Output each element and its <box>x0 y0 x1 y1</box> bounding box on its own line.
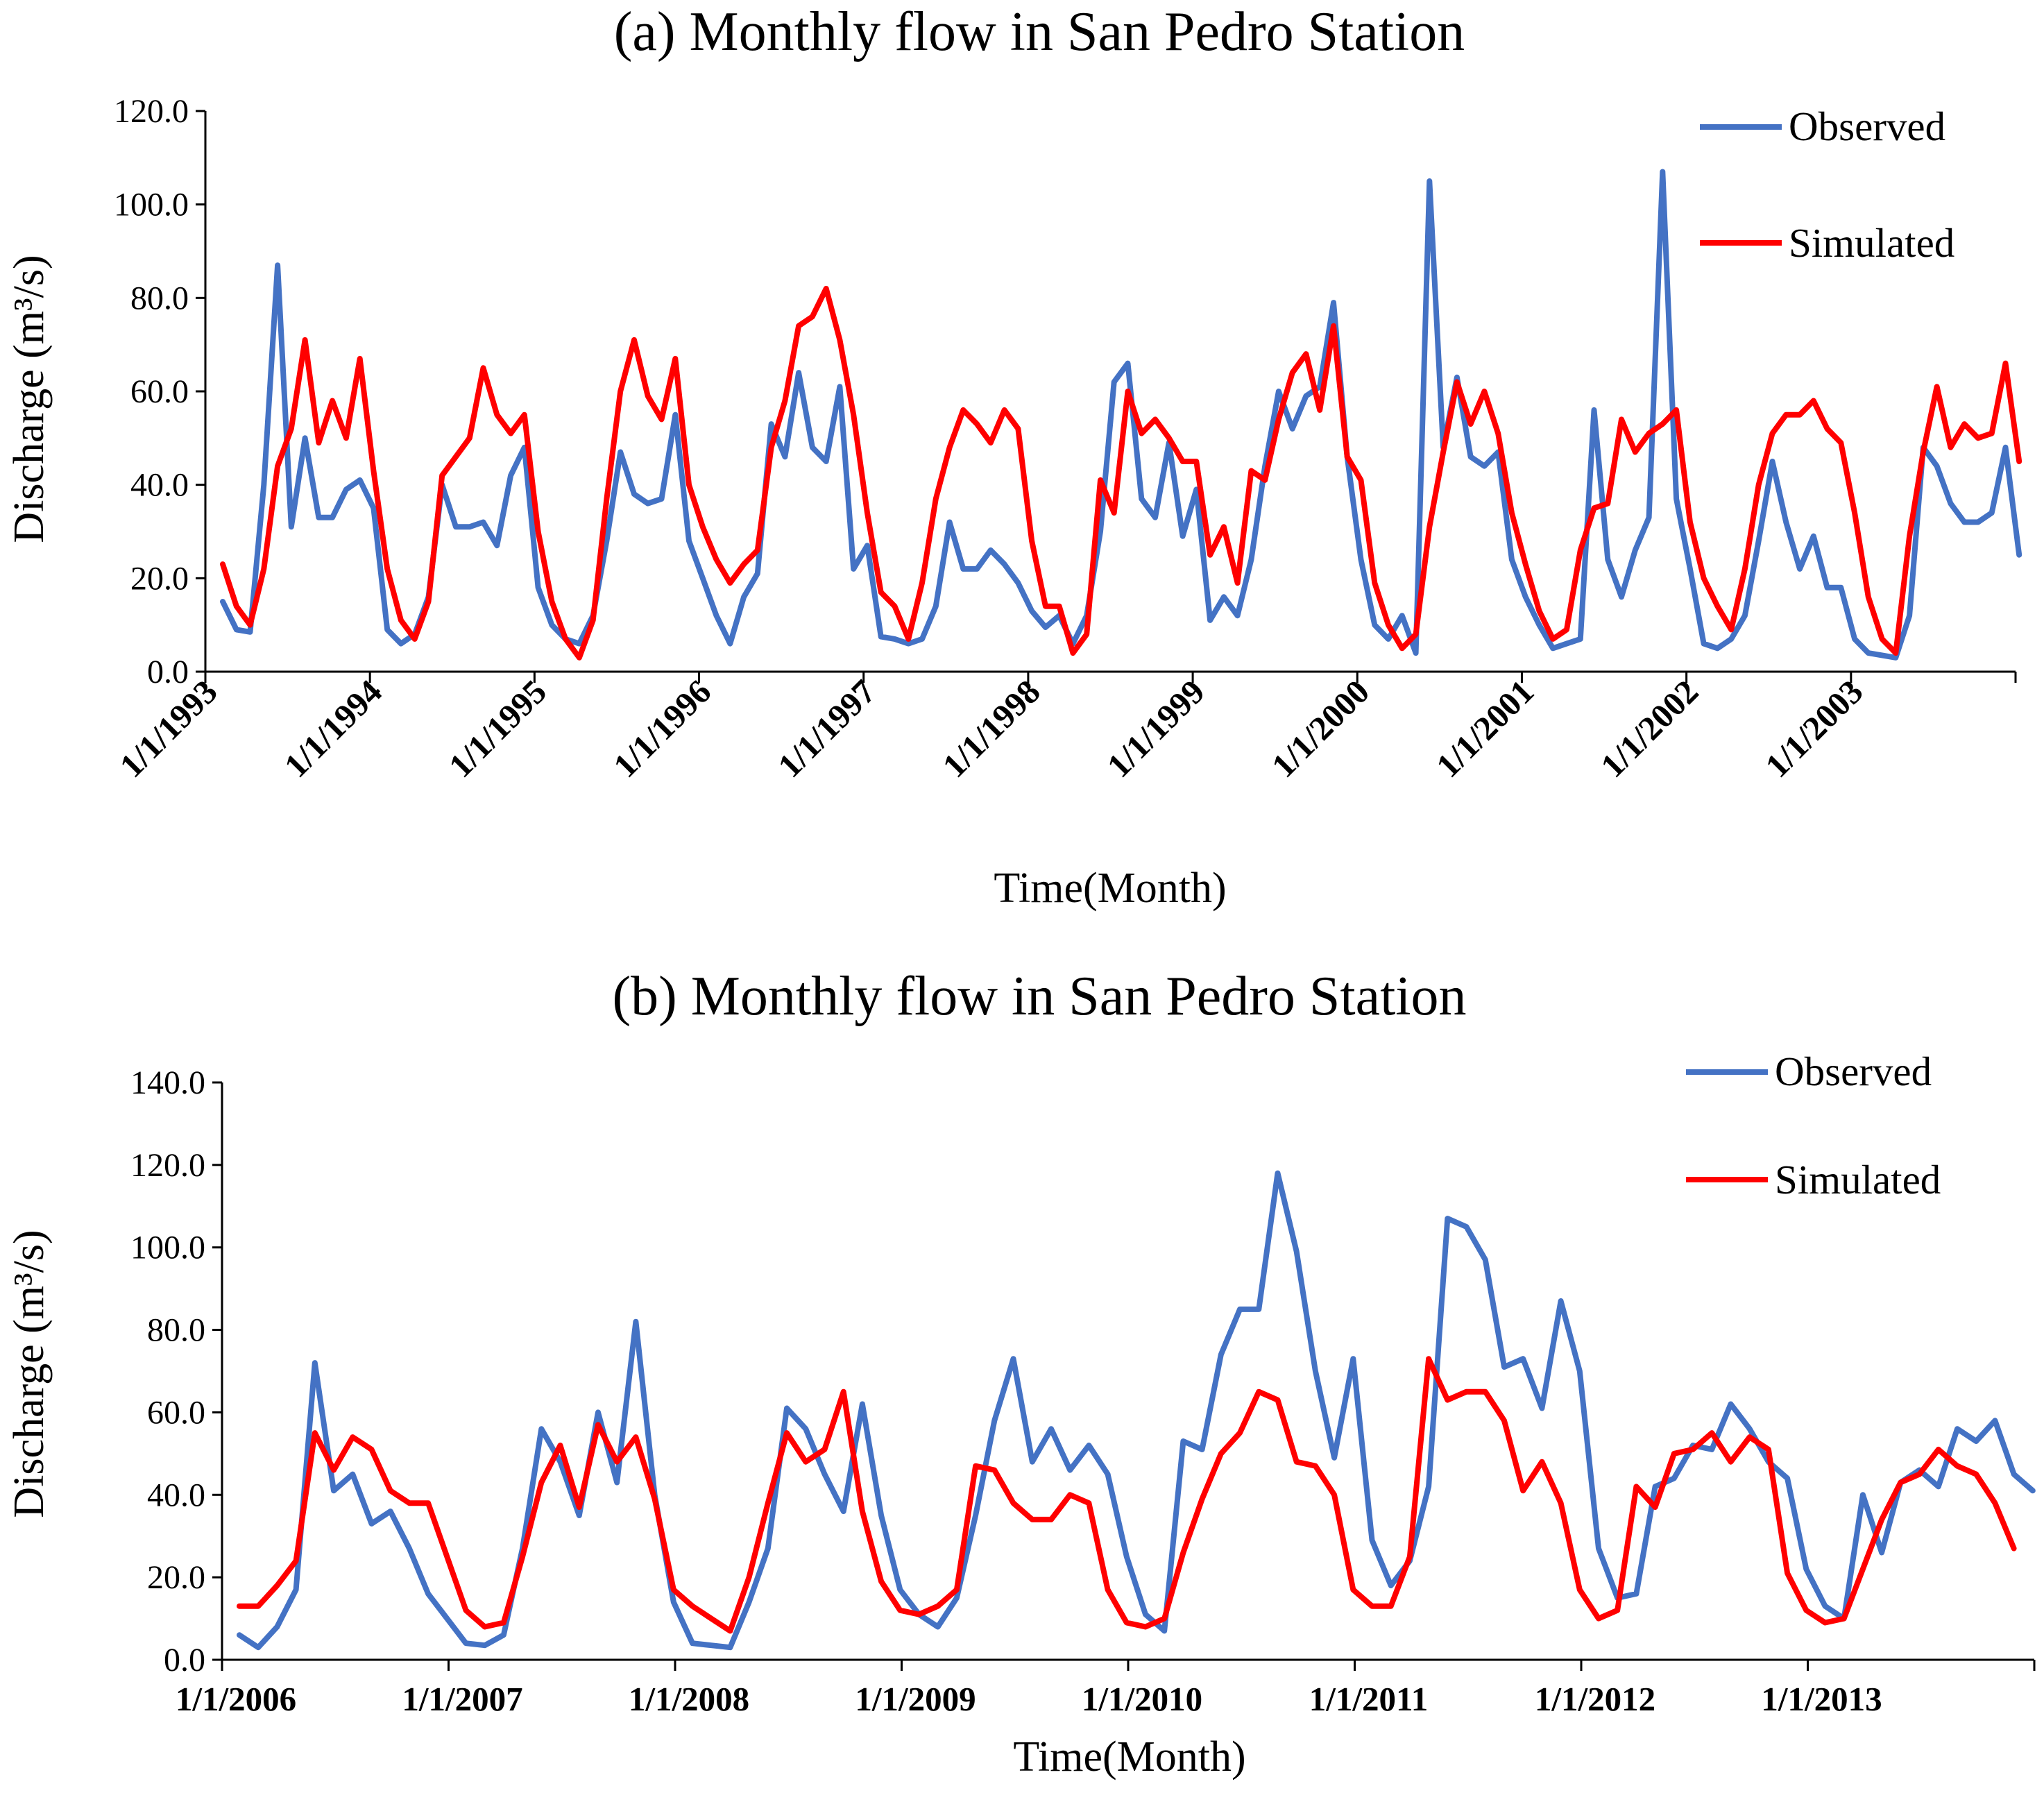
chart-a-x-tick-label: 1/1/1994 <box>277 672 389 785</box>
chart-a-y-axis-label: Discharge (m³/s) <box>6 255 53 543</box>
chart-b-x-axis-label: Time(Month) <box>1013 1733 1245 1781</box>
chart-a-x-axis-label: Time(Month) <box>994 865 1226 912</box>
chart-a-x-tick-label: 1/1/2001 <box>1429 672 1541 785</box>
chart-b-x-tick-label: 1/1/2012 <box>1535 1680 1655 1718</box>
chart-a-title: (a) Monthly flow in San Pedro Station <box>614 1 1465 62</box>
chart-b-y-tick-label: 40.0 <box>147 1477 205 1513</box>
chart-a-y-tick-label: 0.0 <box>147 654 189 690</box>
chart-a-x-tick-label: 1/1/2003 <box>1758 672 1871 785</box>
chart-b-y-axis-label: Discharge (m³/s) <box>6 1230 53 1518</box>
chart-a-y-ticks: 0.0 20.0 40.0 60.0 80.0 100.0 120.0 <box>114 93 205 690</box>
chart-b-legend: Observed Simulated <box>1686 1048 1941 1203</box>
chart-a-x-tick-label: 1/1/1999 <box>1100 672 1212 785</box>
chart-b-observed-line <box>237 1170 2036 1651</box>
chart-b-y-tick-label: 60.0 <box>147 1394 205 1431</box>
chart-b-x-tick-label: 1/1/2010 <box>1082 1680 1202 1718</box>
chart-a-y-tick-label: 20.0 <box>130 560 189 597</box>
chart-b-x-ticks: 1/1/2006 1/1/2007 1/1/2008 1/1/2009 1/1/2010… <box>176 1660 2036 1718</box>
chart-a: (a) Monthly flow in San Pedro Station Di… <box>6 1 2022 912</box>
chart-a-simulated-line <box>220 285 2022 661</box>
chart-b-x-tick-label: 1/1/2013 <box>1761 1680 1882 1718</box>
chart-a-y-tick-label: 40.0 <box>130 467 189 504</box>
chart-a-x-tick-label: 1/1/1998 <box>935 672 1048 785</box>
chart-a-observed-line <box>220 169 2022 661</box>
chart-b-y-tick-label: 100.0 <box>130 1230 205 1266</box>
chart-a-y-tick-label: 80.0 <box>130 280 189 316</box>
chart-b: (b) Monthly flow in San Pedro Station Di… <box>6 966 2036 1781</box>
chart-b-x-tick-label: 1/1/2008 <box>629 1680 749 1718</box>
chart-b-title: (b) Monthly flow in San Pedro Station <box>612 966 1466 1027</box>
chart-a-x-tick-label: 1/1/1995 <box>441 672 554 785</box>
chart-b-y-tick-label: 20.0 <box>147 1559 205 1596</box>
chart-b-y-tick-label: 120.0 <box>130 1147 205 1184</box>
chart-a-x-tick-label: 1/1/1996 <box>606 672 718 785</box>
chart-b-x-tick-label: 1/1/2011 <box>1309 1680 1429 1718</box>
chart-a-legend: Observed Simulated <box>1700 103 1954 266</box>
chart-b-y-tick-label: 0.0 <box>164 1642 205 1679</box>
chart-b-y-tick-label: 140.0 <box>130 1064 205 1101</box>
chart-b-simulated-line <box>237 1356 2017 1634</box>
chart-a-y-tick-label: 120.0 <box>114 93 189 130</box>
chart-b-legend-observed-label: Observed <box>1775 1048 1932 1094</box>
chart-a-x-tick-label: 1/1/2002 <box>1593 672 1705 785</box>
chart-a-x-tick-label: 1/1/2000 <box>1264 672 1377 785</box>
chart-a-legend-simulated-label: Simulated <box>1789 220 1954 266</box>
chart-b-x-tick-label: 1/1/2007 <box>402 1680 522 1718</box>
chart-a-y-tick-label: 100.0 <box>114 187 189 223</box>
chart-a-x-tick-label: 1/1/1997 <box>770 672 883 785</box>
chart-a-legend-observed-label: Observed <box>1789 103 1945 149</box>
chart-b-y-tick-label: 80.0 <box>147 1312 205 1349</box>
chart-b-x-tick-label: 1/1/2006 <box>176 1680 296 1718</box>
chart-a-x-ticks: 1/1/1993 1/1/1994 1/1/1995 1/1/1996 1/1/1997… <box>112 672 2017 785</box>
chart-b-legend-simulated-label: Simulated <box>1775 1157 1941 1203</box>
chart-b-y-ticks: 0.0 20.0 40.0 60.0 80.0 100.0 120.0 140.0 <box>130 1064 222 1679</box>
chart-a-y-tick-label: 60.0 <box>130 373 189 410</box>
chart-b-x-tick-label: 1/1/2009 <box>855 1680 976 1718</box>
